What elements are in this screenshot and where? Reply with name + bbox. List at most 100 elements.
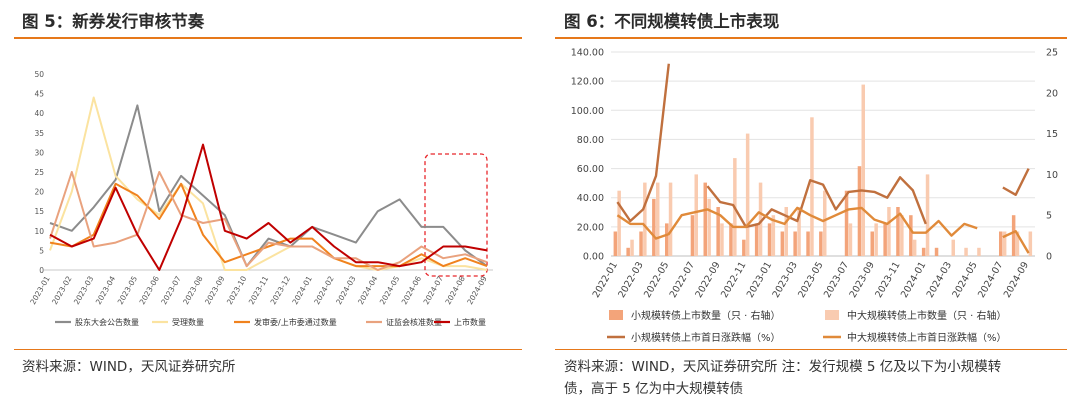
series-line: [616, 63, 670, 223]
bar: [823, 190, 827, 256]
series-line: [49, 182, 488, 268]
y-tick-label: 35: [34, 129, 44, 138]
bar: [844, 190, 849, 256]
series-line: [49, 143, 488, 271]
series-line: [706, 176, 927, 229]
bar: [857, 166, 862, 256]
bar: [758, 182, 763, 256]
bar: [742, 239, 746, 256]
bar: [951, 239, 955, 256]
bar: [771, 215, 776, 256]
bar: [874, 223, 878, 256]
x-tick-label: 2024-02: [312, 274, 336, 306]
legend-label: 发审委/上市委通过数量: [254, 317, 337, 327]
bar: [630, 239, 634, 256]
series-line: [49, 96, 488, 271]
legend-label: 上市数量: [454, 317, 486, 327]
bar: [626, 247, 630, 256]
figure-5-bottom-rule: [14, 349, 522, 350]
bar: [643, 182, 647, 256]
x-tick-label: 2023-12: [269, 274, 293, 306]
x-tick-label: 2024-08: [443, 274, 467, 306]
left-y-tick-label: 40.00: [577, 193, 604, 204]
bar: [925, 174, 930, 256]
x-tick-label: 2023-08: [181, 274, 205, 306]
bar: [613, 231, 618, 256]
x-tick-label: 2023-07: [159, 274, 183, 306]
bar: [1011, 215, 1016, 256]
bar: [652, 198, 656, 256]
figure-6-source-line2: 债，高于 5 亿为中大规模转债: [564, 381, 744, 397]
figure-5-chart: 051015202530354045502023-012023-022023-0…: [28, 70, 493, 327]
x-tick-label: 2023-02: [50, 274, 74, 306]
bar: [1028, 231, 1033, 256]
x-tick-label: 2024-09: [465, 274, 489, 306]
x-tick-label: 2024-04: [356, 274, 380, 306]
y-tick-label: 50: [34, 70, 44, 79]
bar: [921, 247, 926, 256]
bar: [745, 133, 750, 256]
bar: [870, 231, 874, 256]
x-tick-label: 2023-11: [247, 274, 271, 306]
figure-5-panel: 图 5：新券发行审核节奏 0 5 10 15 20 25 30 35 40 45 50 2023-01…: [0, 0, 535, 403]
series-line: [1002, 168, 1030, 197]
bar: [861, 84, 865, 256]
bar: [977, 247, 981, 256]
left-y-tick-label: 0.00: [583, 252, 604, 263]
bar: [784, 207, 788, 256]
figure-6-panel: 图 6：不同规模转债上市表现 0.00 20.00 40.00 60.00 80.00 1…: [545, 0, 1080, 403]
y-tick-label: 25: [34, 168, 44, 177]
bar: [964, 247, 968, 256]
right-y-tick-label: 0: [1046, 252, 1052, 263]
left-y-tick-label: 120.00: [571, 77, 604, 88]
y-tick-label: 20: [34, 188, 44, 197]
left-y-tick-label: 80.00: [577, 135, 604, 146]
x-tick-label: 2023-10: [225, 274, 249, 306]
x-tick-label: 2024-03: [334, 274, 358, 306]
figure-6-source: 资料来源：WIND，天风证券研究所 注：发行规模 5 亿及以下为小规模转 债，高…: [564, 356, 1001, 400]
bar: [900, 215, 904, 256]
right-y-tick-label: 25: [1046, 48, 1058, 59]
legend-label: 中大规模转债上市首日涨跌幅（%）: [847, 331, 1007, 344]
series-line: [1002, 229, 1030, 254]
series-line: [49, 104, 488, 268]
right-y-tick-label: 15: [1046, 129, 1058, 140]
legend-label: 中大规模转债上市数量（只 · 右轴）: [847, 309, 1007, 322]
bar: [780, 231, 785, 256]
y-tick-label: 40: [34, 109, 44, 118]
series-line: [616, 206, 978, 240]
x-tick-label: 2024-05: [378, 274, 402, 306]
figure-6-chart: 0.00 20.00 40.00 60.00 80.00 100.00 120.00 140.…: [571, 48, 1058, 345]
right-y-tick-label: 10: [1046, 170, 1058, 181]
figure-6-source-line1: 资料来源：WIND，天风证券研究所 注：发行规模 5 亿及以下为小规模转: [564, 359, 1002, 375]
y-tick-label: 45: [34, 90, 44, 99]
bar: [806, 231, 810, 256]
x-tick-label: 2024-07: [422, 274, 446, 306]
bar: [909, 215, 913, 256]
x-tick-label: 2023-09: [203, 274, 227, 306]
x-tick-label: 2023-05: [116, 274, 140, 306]
bar: [793, 231, 797, 256]
bar: [810, 117, 814, 256]
x-tick-label: 2024-01: [290, 274, 314, 306]
bar: [797, 207, 801, 256]
bar: [896, 207, 900, 256]
right-y-tick-label: 5: [1046, 211, 1052, 222]
bar: [848, 223, 853, 256]
legend-label: 股东大会公告数量: [75, 317, 139, 327]
bar: [707, 198, 711, 256]
left-y-tick-label: 100.00: [571, 106, 604, 117]
bar: [639, 231, 643, 256]
bar: [767, 223, 772, 256]
y-tick-label: 0: [39, 266, 44, 275]
bar: [716, 207, 720, 256]
left-y-tick-label: 140.00: [571, 48, 604, 59]
bar: [819, 231, 823, 256]
bar: [887, 207, 891, 256]
bar: [656, 182, 660, 256]
bar: [912, 239, 917, 256]
bar: [703, 182, 707, 256]
legend-label: 证监会核准数量: [386, 317, 442, 327]
legend-label: 小规模转债上市数量（只 · 右轴）: [631, 309, 781, 322]
legend-swatch: [825, 310, 839, 320]
